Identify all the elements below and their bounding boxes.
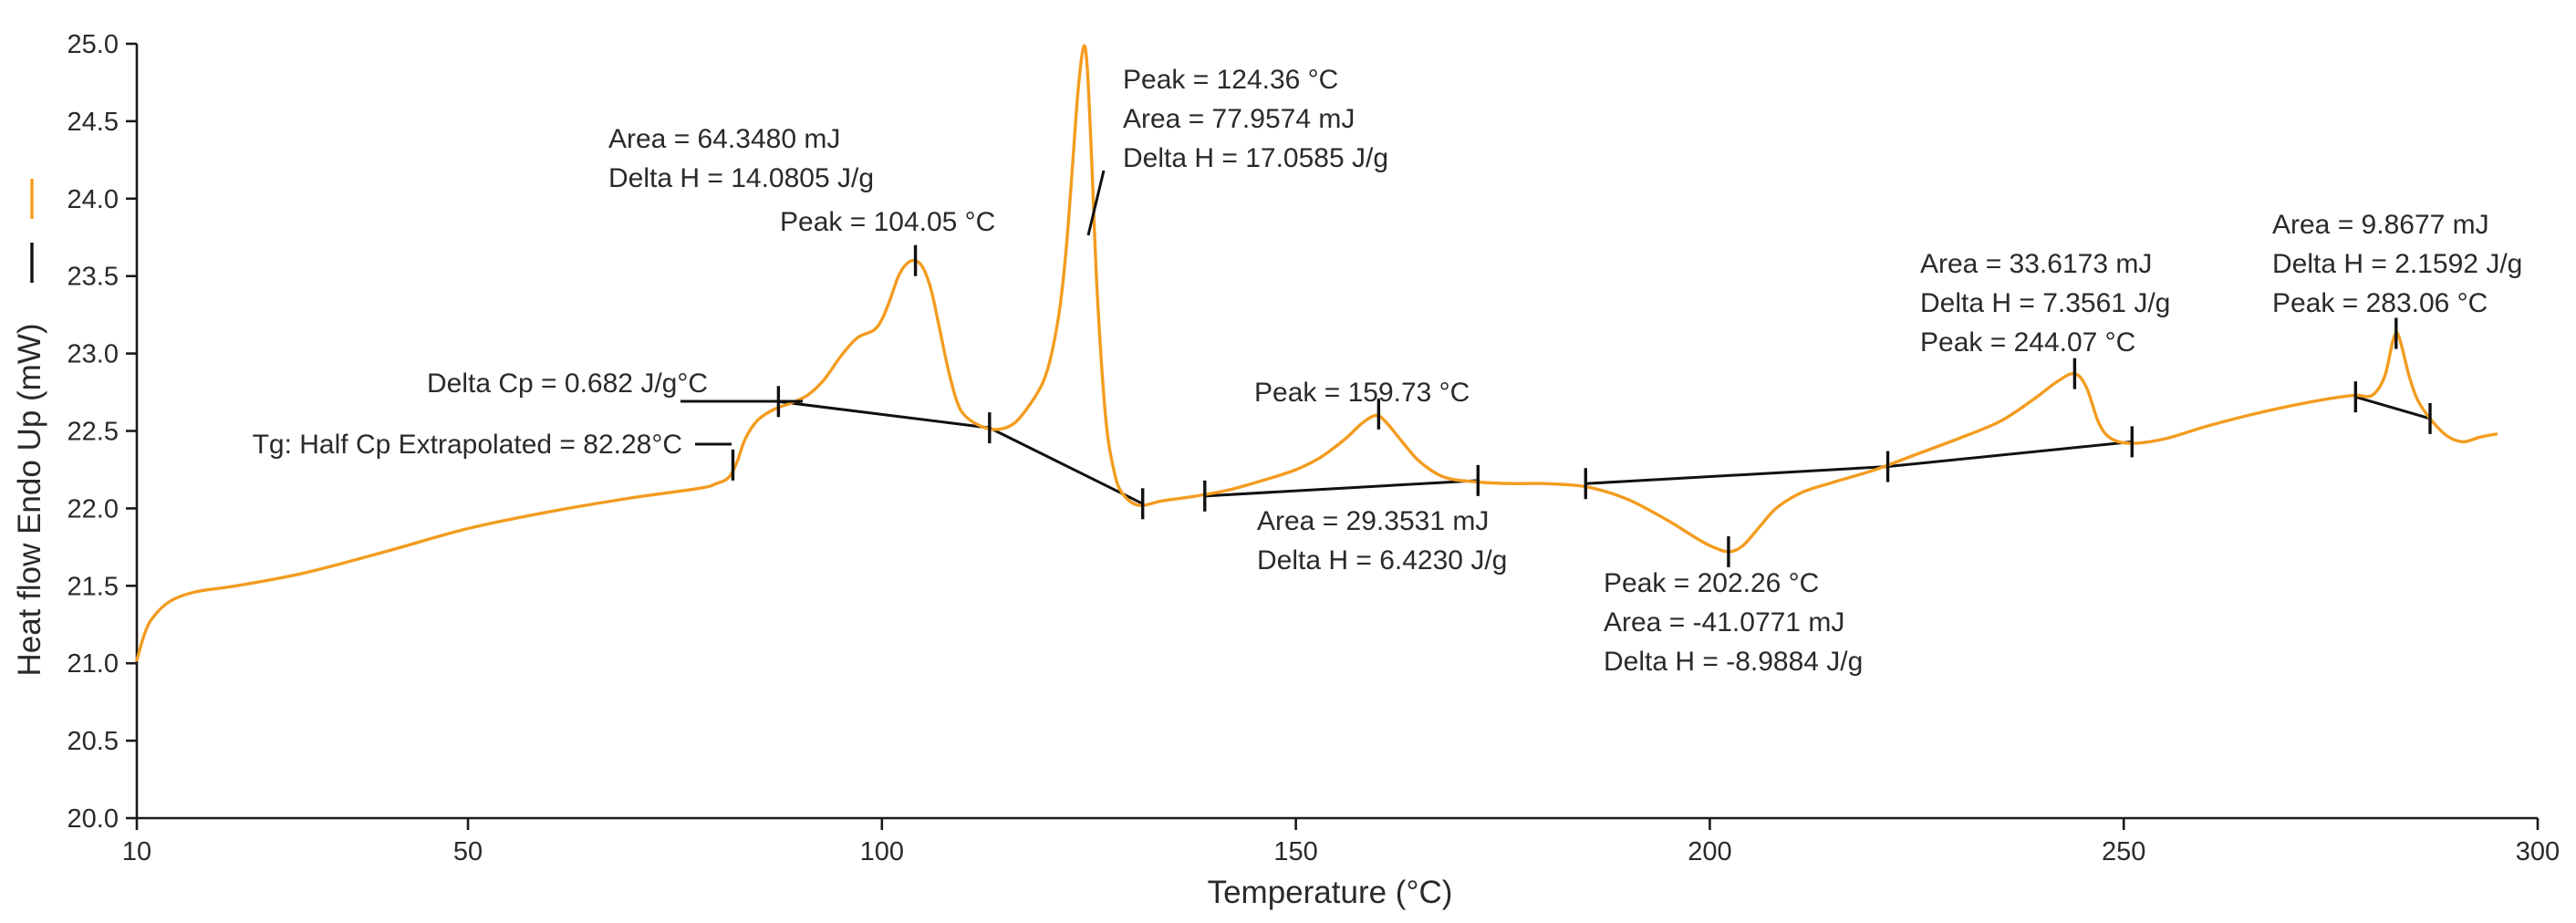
- series-line-heat-flow: [135, 44, 2498, 662]
- annotation-line: Peak = 124.36 °C: [1123, 65, 1338, 95]
- y-tick-label: 24.5: [68, 108, 119, 137]
- annotation-label: Peak = 202.26 °C Area = -41.0771 mJ Delta …: [1604, 568, 1863, 677]
- x-tick-label: 50: [453, 837, 483, 866]
- annotation-label: Tg: Half Cp Extrapolated = 82.28°C: [253, 430, 682, 460]
- annotation-line: Peak = 244.07 °C: [1920, 327, 2135, 358]
- y-tick-label: 22.5: [68, 418, 119, 447]
- annotation-label: Peak = 159.73 °C: [1254, 378, 1470, 408]
- y-tick-label: 25.0: [68, 30, 119, 59]
- peak-124-leader: [1086, 170, 1106, 236]
- annotation-line: Area = 77.9574 mJ: [1123, 104, 1355, 134]
- annotation-line: Delta Cp = 0.682 J/g°C: [427, 368, 708, 399]
- leader-lines: [680, 170, 1106, 446]
- annotation-line: Delta H = 17.0585 J/g: [1123, 143, 1388, 173]
- x-ticks: 10 50 100 150 200 250 300: [122, 818, 2560, 866]
- x-tick-label: 100: [860, 837, 904, 866]
- annotation-line: Area = 64.3480 mJ: [608, 124, 840, 154]
- y-tick-label: 23.5: [68, 263, 119, 292]
- x-tick-label: 300: [2516, 837, 2560, 866]
- x-axis-title: Temperature (°C): [1208, 875, 1453, 910]
- annotation-line: Peak = 159.73 °C: [1254, 378, 1470, 408]
- y-axis-title-group: Heat flow Endo Up (mW): [12, 179, 47, 677]
- annotation-line: Area = 9.8677 mJ: [2272, 210, 2489, 240]
- x-tick-label: 200: [1688, 837, 1731, 866]
- annotation-label: Delta Cp = 0.682 J/g°C: [427, 368, 708, 399]
- y-tick-label: 24.0: [68, 185, 119, 214]
- annotation-line: Area = 33.6173 mJ: [1920, 249, 2152, 279]
- baseline-segment: [1585, 440, 2133, 485]
- annotation-line: Delta H = -8.9884 J/g: [1604, 647, 1863, 677]
- y-tick-label: 23.0: [68, 340, 119, 369]
- annotation-label: Area = 29.3531 mJ Delta H = 6.4230 J/g: [1257, 506, 1507, 576]
- annotation-line: Area = 29.3531 mJ: [1257, 506, 1489, 536]
- markers: [731, 244, 2432, 567]
- annotation-line: Tg: Half Cp Extrapolated = 82.28°C: [253, 430, 682, 460]
- x-tick-label: 10: [122, 837, 151, 866]
- baseline-segment: [2354, 395, 2431, 420]
- annotation-line: Peak = 202.26 °C: [1604, 568, 1819, 598]
- annotation-label: Peak = 104.05 °C: [780, 207, 995, 237]
- baseline-segment: [1204, 479, 1479, 498]
- y-tick-label: 21.0: [68, 649, 119, 679]
- annotation-label: Peak = 124.36 °C Area = 77.9574 mJ Delta H…: [1123, 65, 1388, 173]
- y-ticks: 20.0 20.5 21.0 21.5 22.0 22.5 23.0 23.5 24.0 24.5…: [68, 30, 137, 834]
- y-tick-label: 20.5: [68, 727, 119, 756]
- annotation-line: Peak = 104.05 °C: [780, 207, 995, 237]
- y-axis-title: Heat flow Endo Up (mW): [12, 323, 47, 676]
- annotations: Area = 64.3480 mJ Delta H = 14.0805 J/g Pe…: [253, 65, 2523, 677]
- y-tick-label: 22.0: [68, 494, 119, 524]
- annotation-label: Area = 64.3480 mJ Delta H = 14.0805 J/g: [608, 124, 874, 193]
- y-tick-label: 21.5: [68, 572, 119, 601]
- annotation-line: Delta H = 14.0805 J/g: [608, 163, 874, 193]
- annotation-line: Delta H = 2.1592 J/g: [2272, 249, 2522, 279]
- annotation-line: Delta H = 7.3561 J/g: [1920, 288, 2170, 318]
- annotation-label: Area = 9.8677 mJ Delta H = 2.1592 J/g Peak…: [2272, 210, 2522, 318]
- baselines: [778, 395, 2431, 505]
- baseline-segment: [778, 399, 1144, 505]
- annotation-line: Delta H = 6.4230 J/g: [1257, 545, 1507, 576]
- annotation-label: Area = 33.6173 mJ Delta H = 7.3561 J/g Pea…: [1920, 249, 2170, 358]
- annotation-line: Area = -41.0771 mJ: [1604, 607, 1844, 638]
- y-tick-label: 20.0: [68, 804, 119, 834]
- x-tick-label: 150: [1273, 837, 1317, 866]
- x-tick-label: 250: [2102, 837, 2145, 866]
- annotation-line: Peak = 283.06 °C: [2272, 288, 2488, 318]
